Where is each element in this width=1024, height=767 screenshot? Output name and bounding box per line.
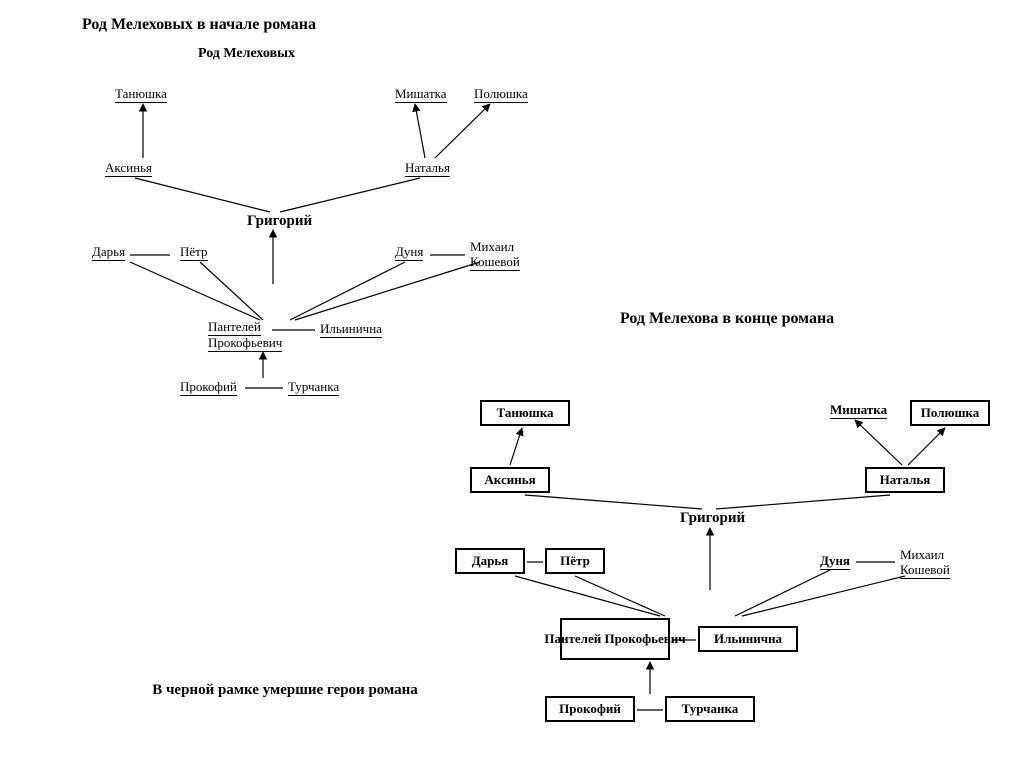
end-polyushka-box: Полюшка (910, 400, 990, 426)
legend-note: В черной рамке умершие герои романа (145, 682, 425, 699)
edges-layer (0, 0, 1024, 767)
begin-polyushka: Полюшка (474, 87, 528, 103)
begin-pantelei: Пантелей Прокофьевич (208, 320, 282, 352)
title-begin: Род Мелеховых в начале романа (82, 16, 316, 34)
end-grigory: Григорий (680, 510, 745, 527)
begin-natalya: Наталья (405, 161, 450, 177)
title-end: Род Мелехова в конце романа (620, 310, 834, 328)
end-mishatka: Мишатка (830, 403, 887, 419)
begin-petr: Пётр (180, 245, 208, 261)
begin-mikhail: Михаил Кошевой (470, 240, 520, 271)
end-petr-box: Пётр (545, 548, 605, 574)
diagram-stage: Род Мелеховых в начале романа Род Мелехо… (0, 0, 1024, 767)
end-prokofiy-box: Прокофий (545, 696, 635, 722)
end-pantelei-box: Пантелей Прокофьевич (560, 618, 670, 660)
end-dunya: Дуня (820, 554, 850, 570)
begin-grigory: Григорий (247, 213, 312, 230)
begin-mishatka: Мишатка (395, 87, 447, 103)
begin-prokofiy: Прокофий (180, 380, 237, 396)
begin-ilyinichna: Ильинична (320, 322, 382, 338)
end-natalya-box: Наталья (865, 467, 945, 493)
begin-tanyushka: Танюшка (115, 87, 167, 103)
end-mikhail: Михаил Кошевой (900, 548, 950, 579)
begin-turchanka: Турчанка (288, 380, 339, 396)
subtitle-begin: Род Мелеховых (198, 46, 295, 62)
end-tanyushka-box: Танюшка (480, 400, 570, 426)
begin-aksinya: Аксинья (105, 161, 152, 177)
begin-dunya: Дуня (395, 245, 423, 261)
begin-darya: Дарья (92, 245, 125, 261)
end-aksinya-box: Аксинья (470, 467, 550, 493)
end-darya-box: Дарья (455, 548, 525, 574)
end-ilyinichna-box: Ильинична (698, 626, 798, 652)
end-turchanka-box: Турчанка (665, 696, 755, 722)
